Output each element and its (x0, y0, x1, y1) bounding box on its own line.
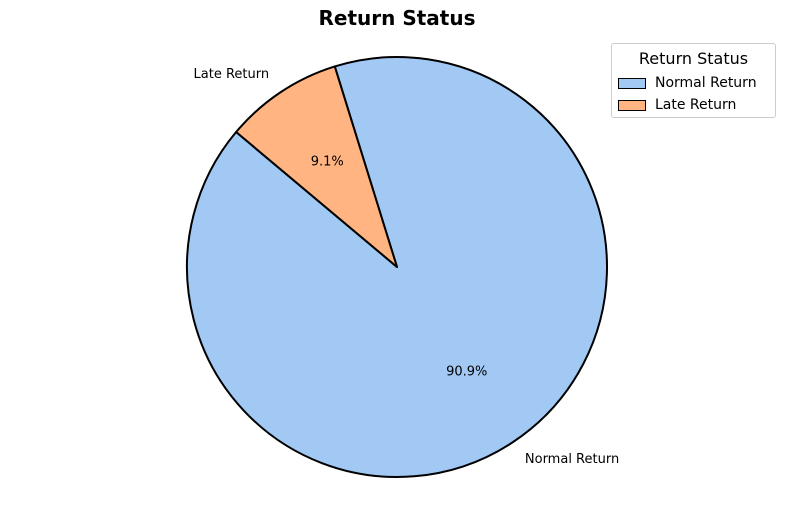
pie-category-label-normal-return: Normal Return (525, 452, 619, 467)
legend-item-normal-return: Normal Return (618, 74, 757, 92)
pie-slices (186, 56, 608, 478)
pie-pct-label-normal-return: 90.9% (446, 364, 487, 379)
legend-swatch-late-return (618, 99, 646, 111)
legend-label: Late Return (655, 97, 737, 113)
legend-label: Normal Return (655, 75, 757, 91)
legend-item-late-return: Late Return (618, 96, 736, 114)
pie-labels: 90.9% Normal Return 9.1% Late Return (194, 67, 620, 467)
pie-slice-late-return (235, 65, 398, 268)
legend-title: Return Status (638, 49, 749, 68)
pie-category-label-late-return: Late Return (194, 67, 270, 82)
pie-pct-label-late-return: 9.1% (311, 155, 344, 170)
legend: Return Status Normal Return Late Return (611, 43, 776, 118)
chart-title: Return Status (318, 6, 476, 30)
legend-swatch-normal-return (618, 77, 646, 89)
